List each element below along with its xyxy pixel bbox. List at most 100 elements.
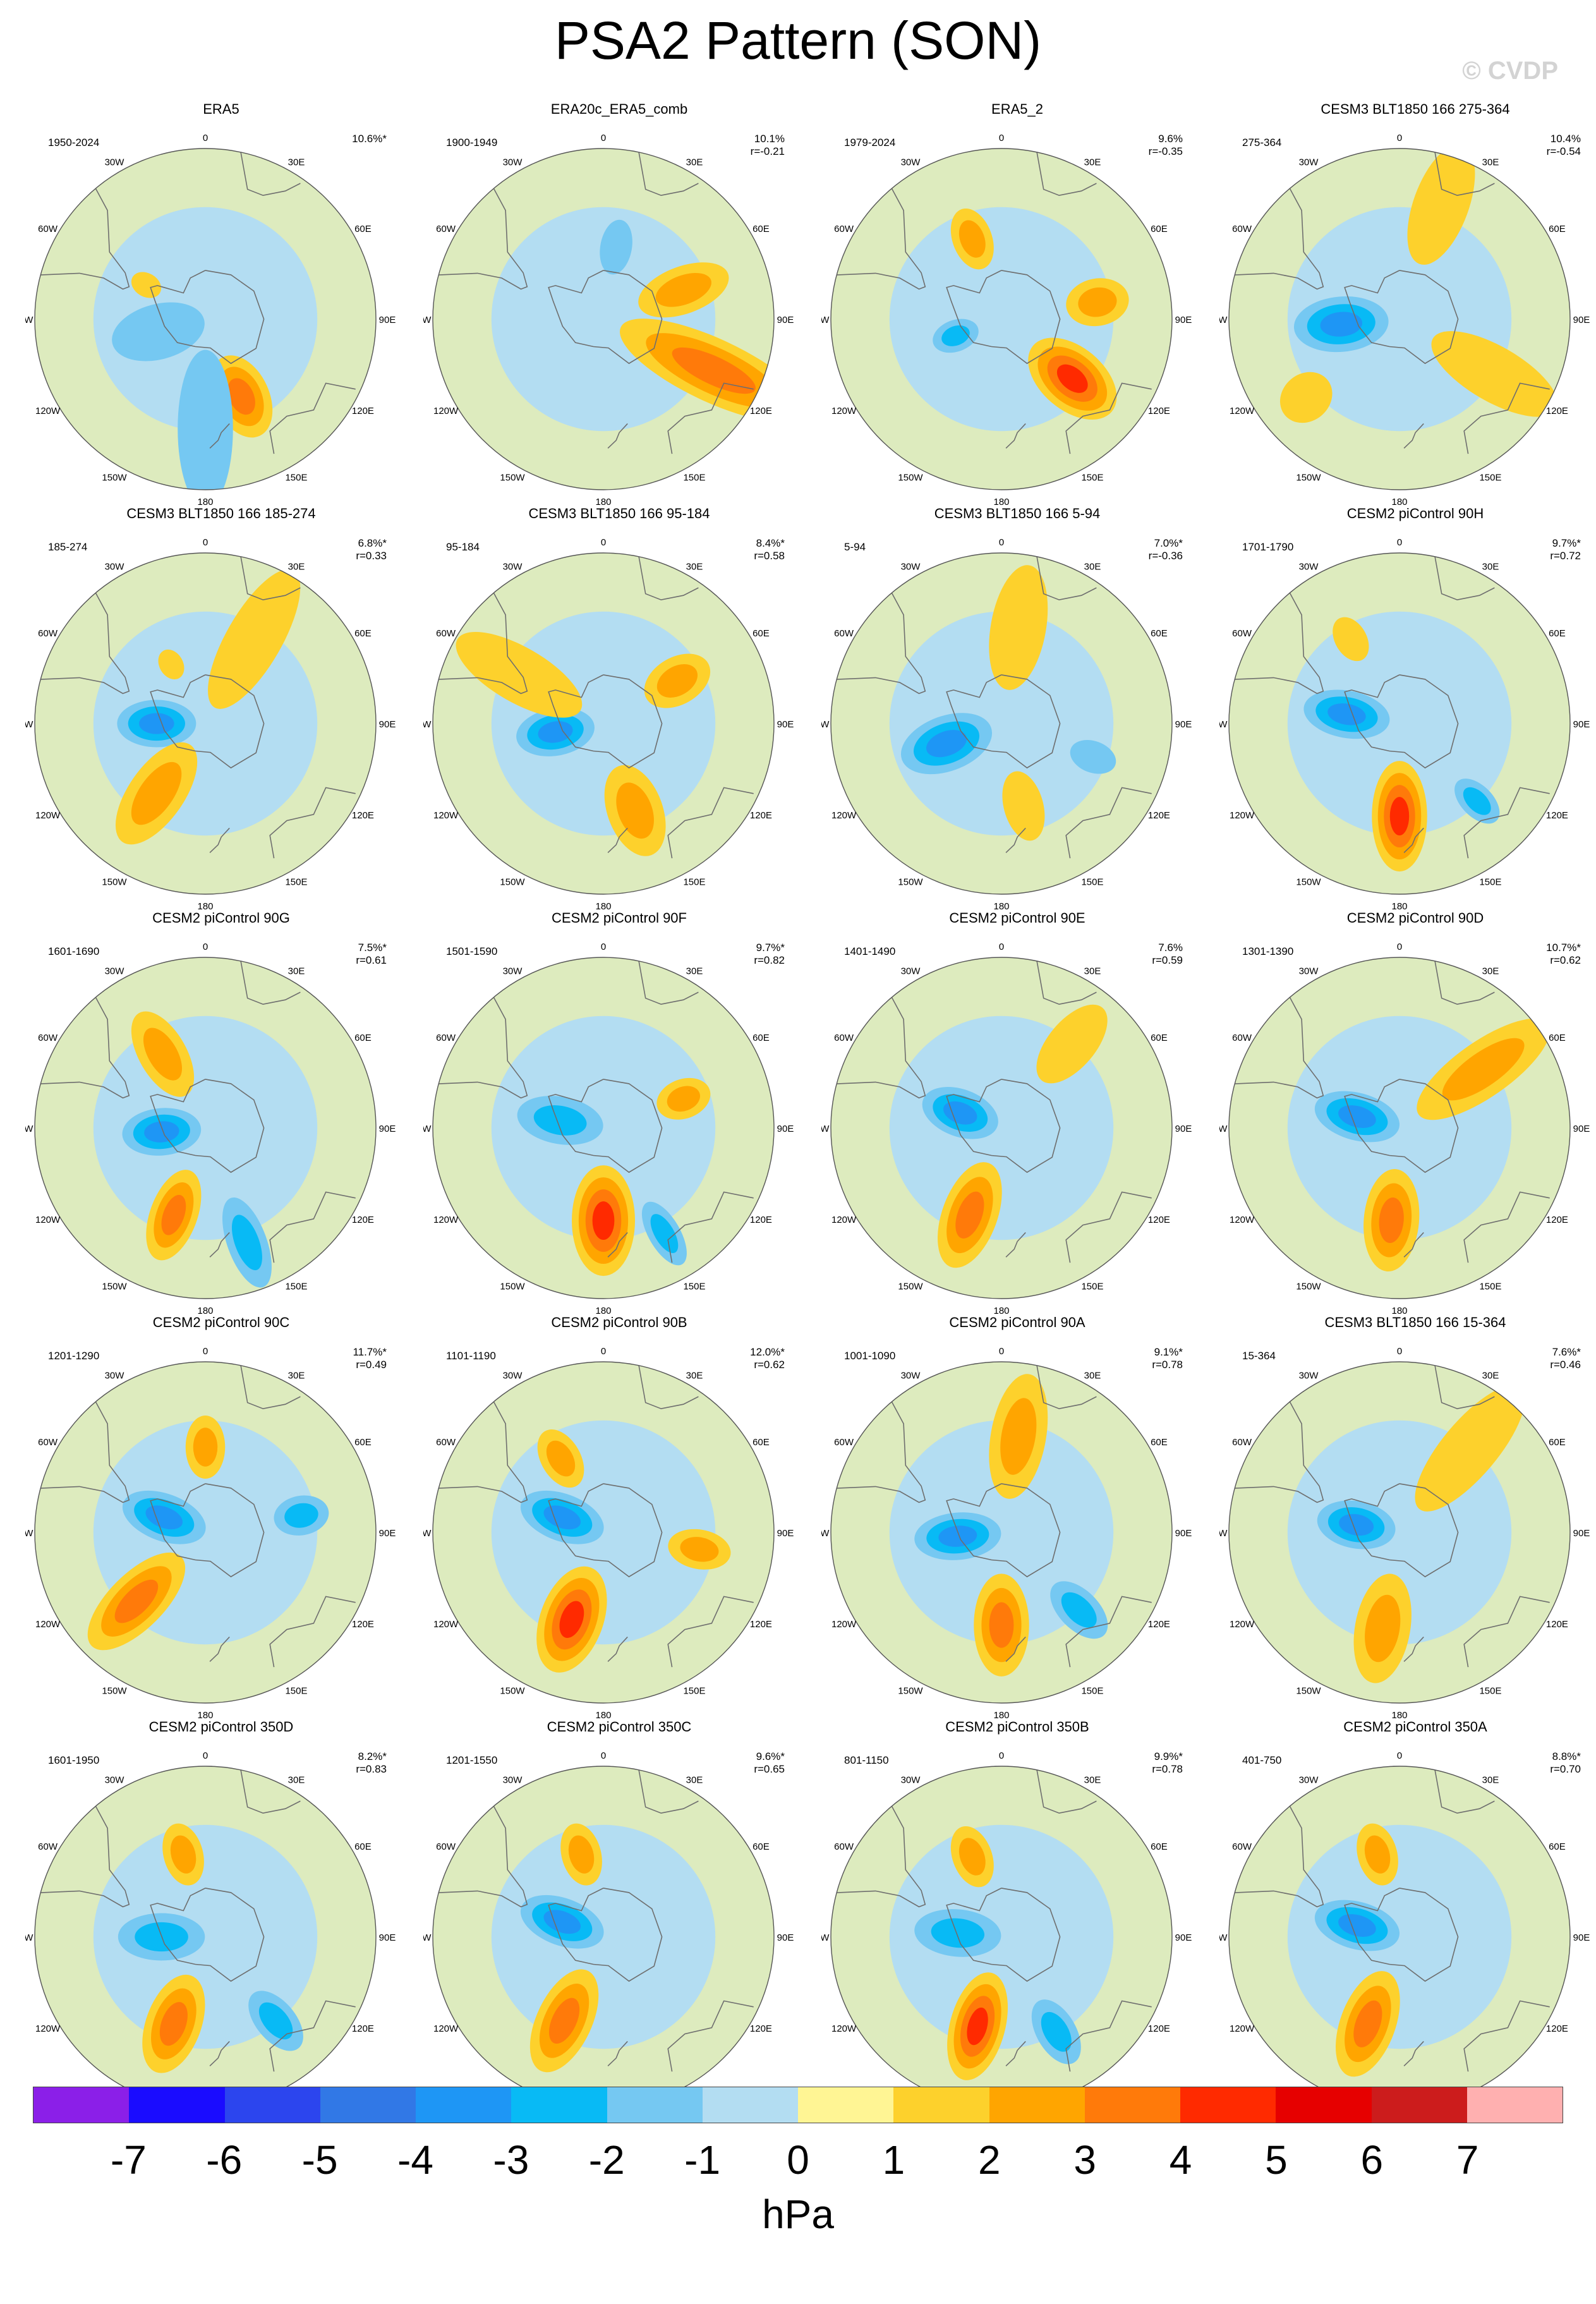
pattern-correlation: r=0.46 [1550,1359,1581,1371]
map-boundary [432,148,775,490]
australia-coastline [1065,787,1152,859]
longitude-label: 180 [1391,1306,1407,1314]
map-boundary [34,957,377,1299]
positive-anomaly-contour [1407,149,1475,265]
south-america-coastline [837,1401,926,1503]
contour-band [433,149,774,490]
longitude-label: 60W [1232,1841,1252,1852]
panel-years: 1601-1690 [48,945,100,957]
australia-coastline [269,1596,356,1668]
longitude-label: 0 [999,1346,1004,1357]
panel-stats: 7.0%* r=-0.36 [1125,537,1183,562]
south-america-coastline [837,592,926,694]
panel-stats: 10.6%* [329,133,387,145]
antarctica-coastline [1344,674,1459,769]
negative-anomaly-contour [543,1910,581,1934]
panel-stats: 10.7%* r=0.62 [1523,942,1581,967]
panel-stats: 9.7%* r=0.82 [727,942,785,967]
longitude-label: 90E [379,1932,396,1943]
australia-coastline [1463,787,1550,859]
positive-anomaly-contour [227,378,255,415]
polar-map: 030E60E90E120E150E180150W120W90W60W30W [821,942,1192,1314]
positive-anomaly-contour [1279,372,1333,423]
panel-years: 1979-2024 [844,136,896,149]
map-panel: 030E60E90E120E150E180150W120W90W60W30WCE… [1219,1314,1596,1719]
longitude-label: 90E [379,719,396,730]
map-panel: 030E60E90E120E150E180150W120W90W60W30WCE… [1219,910,1596,1314]
polar-map: 030E60E90E120E150E180150W120W90W60W30W [25,942,396,1314]
longitude-label: 0 [601,1346,606,1357]
map-panel: 030E60E90E120E150E180150W120W90W60W30WCE… [423,506,815,910]
colorbar-tick-label: 4 [1169,2137,1192,2183]
longitude-label: 150E [683,876,705,887]
australia-coastline [269,2000,356,2072]
variance-explained: 10.1% [754,133,785,145]
positive-anomaly-contour [158,649,184,680]
positive-anomaly-contour [1365,1594,1401,1663]
map-boundary [1228,957,1571,1299]
polar-map: 030E60E90E120E150E180150W120W90W60W30W [423,1750,794,2123]
panel-title: ERA20c_ERA5_comb [550,101,688,117]
panel-years: 1501-1590 [446,945,498,957]
longitude-label: 60W [834,1437,854,1448]
south-america-coastline [438,1401,528,1503]
longitude-label: 30E [1482,562,1499,573]
antarctica-coastline [548,270,663,365]
longitude-label: 30E [686,1775,703,1786]
panel-title: CESM2 piControl 90F [552,910,687,926]
negative-anomaly-contour [931,1918,985,1948]
longitude-label: 120E [1148,1215,1170,1225]
longitude-label: 90W [423,1932,432,1943]
longitude-label: 120W [35,1619,61,1630]
new-zealand-coastline [1403,2040,1424,2066]
map-panel: 030E60E90E120E150E180150W120W90W60W30WCE… [25,1719,417,2123]
south-america-coastline [40,1805,130,1908]
longitude-label: 120W [831,1215,857,1225]
antarctica-coastline [150,674,265,769]
variance-explained: 10.7%* [1546,942,1581,954]
longitude-label: 30E [686,1371,703,1381]
negative-anomaly-contour [284,1503,318,1528]
variance-explained: 9.9%* [1154,1750,1183,1762]
negative-anomaly-contour [941,325,970,346]
longitude-label: 90W [1219,1528,1228,1539]
positive-anomaly-contour [1442,1038,1525,1101]
panel-stats: 10.4% r=-0.54 [1523,133,1581,158]
longitude-label: 90W [25,315,33,325]
longitude-label: 180 [993,901,1009,910]
map-panel: 030E60E90E120E150E180150W120W90W60W30WCE… [821,1719,1213,2123]
pattern-correlation: r=0.65 [754,1763,785,1775]
colorbar-tick-label: 3 [1073,2137,1096,2183]
longitude-label: 120E [750,2023,772,2034]
longitude-label: 120W [433,1215,459,1225]
colorbar-tick-label: 0 [787,2137,809,2183]
south-america-coastline [837,1805,926,1908]
longitude-label: 60E [1549,628,1566,639]
panel-years: 1001-1090 [844,1350,896,1362]
longitude-label: 150W [898,1685,923,1696]
variance-explained: 10.6%* [352,133,387,145]
longitude-label: 0 [203,1750,208,1761]
new-zealand-coastline [1005,1636,1026,1662]
longitude-label: 120E [352,1215,374,1225]
figure-title: PSA2 Pattern (SON) [554,11,1042,70]
longitude-label: 30W [901,562,921,573]
africa-coastline [1434,961,1495,1005]
longitude-label: 90E [1175,315,1192,325]
polar-map: 030E60E90E120E150E180150W120W90W60W30W [25,1346,396,1719]
africa-coastline [1434,1769,1495,1814]
positive-anomaly-contour [1379,1197,1404,1244]
longitude-label: 60E [354,224,372,234]
polar-map: 030E60E90E120E150E180150W120W90W60W30W [1219,1750,1590,2123]
longitude-label: 120E [750,406,772,416]
colorbar-swatch [989,2087,1085,2123]
longitude-label: 60E [1151,224,1168,234]
longitude-label: 120W [831,1619,857,1630]
colorbar-swatch [1371,2087,1467,2123]
longitude-label: 60W [1232,1033,1252,1043]
longitude-label: 120E [1148,2023,1170,2034]
polar-map: 030E60E90E120E150E180150W120W90W60W30W [25,1750,396,2123]
panel-years: 185-274 [48,541,88,553]
map-panel: 030E60E90E120E150E180150W120W90W60W30WCE… [423,1719,815,2123]
australia-coastline [1065,382,1152,454]
